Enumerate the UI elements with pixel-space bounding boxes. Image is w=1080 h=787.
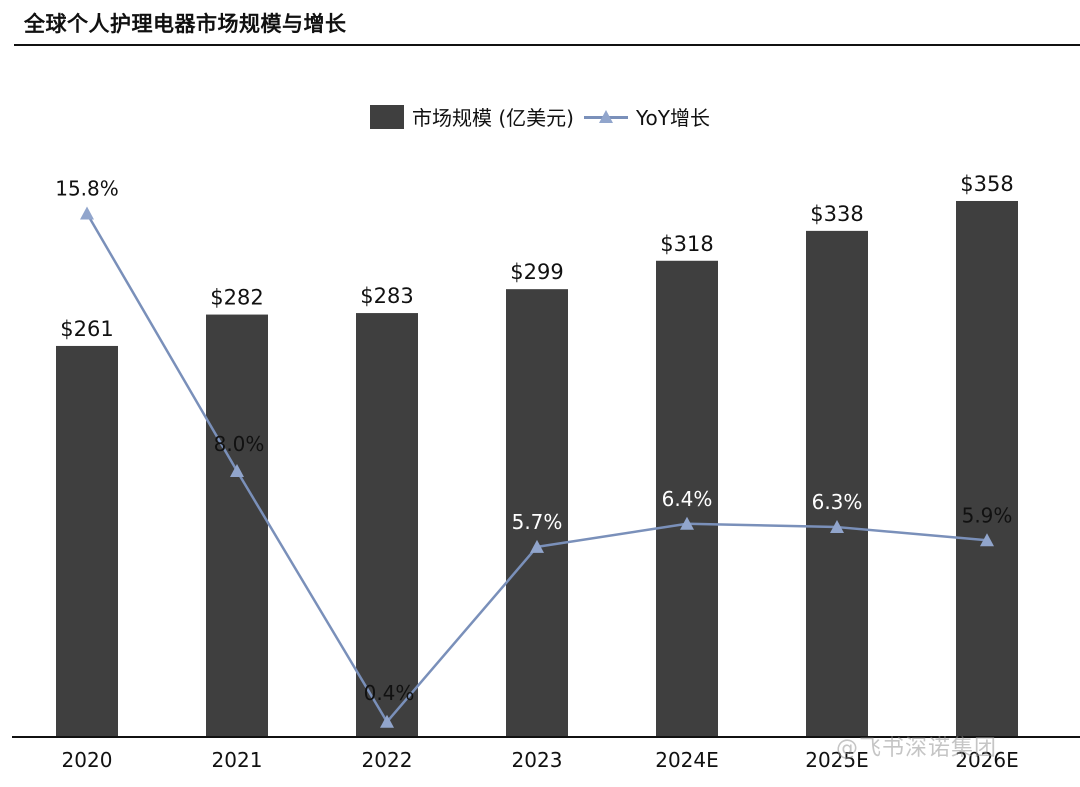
- yoy-marker: [980, 533, 994, 547]
- x-tick-label: 2021: [212, 748, 263, 772]
- bar-value-label: $318: [660, 232, 713, 256]
- yoy-value-label: 6.4%: [662, 487, 713, 511]
- bar-value-label: $283: [360, 284, 413, 308]
- yoy-marker: [830, 520, 844, 534]
- bar-2024E: [656, 260, 718, 736]
- bar-value-label: $358: [960, 172, 1013, 196]
- legend-item-market-size: 市场规模 (亿美元): [370, 102, 574, 131]
- bar-2025E: [806, 230, 868, 736]
- x-tick-label: 2023: [512, 748, 563, 772]
- yoy-marker: [680, 516, 694, 530]
- yoy-marker: [230, 463, 244, 477]
- legend-line-swatch: [583, 105, 628, 129]
- yoy-value-label: 0.4%: [364, 681, 415, 705]
- yoy-value-label: 6.3%: [812, 490, 863, 514]
- legend-bar-swatch: [370, 104, 404, 129]
- yoy-marker: [530, 539, 544, 553]
- bar-2026E: [956, 200, 1018, 736]
- triangle-marker-icon: [598, 109, 613, 123]
- x-tick-label: 2024E: [655, 748, 719, 772]
- legend-label-yoy: YoY增长: [635, 106, 710, 130]
- bar-2022: [356, 313, 418, 736]
- bar-2023: [506, 289, 568, 736]
- yoy-value-label: 5.9%: [962, 503, 1013, 527]
- bar-value-label: $261: [60, 317, 113, 341]
- x-tick-label: 2020: [62, 748, 113, 772]
- yoy-value-label: 15.8%: [55, 177, 119, 201]
- bar-2020: [56, 345, 118, 736]
- yoy-value-label: 5.7%: [512, 510, 563, 534]
- x-tick-label: 2022: [362, 748, 413, 772]
- page-title: 全球个人护理电器市场规模与增长: [24, 12, 347, 36]
- bar-value-label: $338: [810, 202, 863, 226]
- legend-item-yoy: YoY增长: [574, 102, 710, 131]
- yoy-value-label: 8.0%: [214, 432, 265, 456]
- x-tick-label: 2026E: [955, 748, 1019, 772]
- title-divider: [14, 44, 1080, 46]
- bar-value-label: $282: [210, 286, 263, 310]
- yoy-marker: [80, 206, 94, 220]
- bar-2021: [206, 314, 268, 736]
- bar-value-label: $299: [510, 260, 563, 284]
- watermark: @飞书深诺集团: [836, 736, 998, 761]
- legend-label-market-size: 市场规模 (亿美元): [412, 106, 574, 130]
- yoy-marker: [380, 714, 394, 728]
- chart-legend: 市场规模 (亿美元) YoY增长: [370, 102, 710, 131]
- x-tick-label: 2025E: [805, 748, 869, 772]
